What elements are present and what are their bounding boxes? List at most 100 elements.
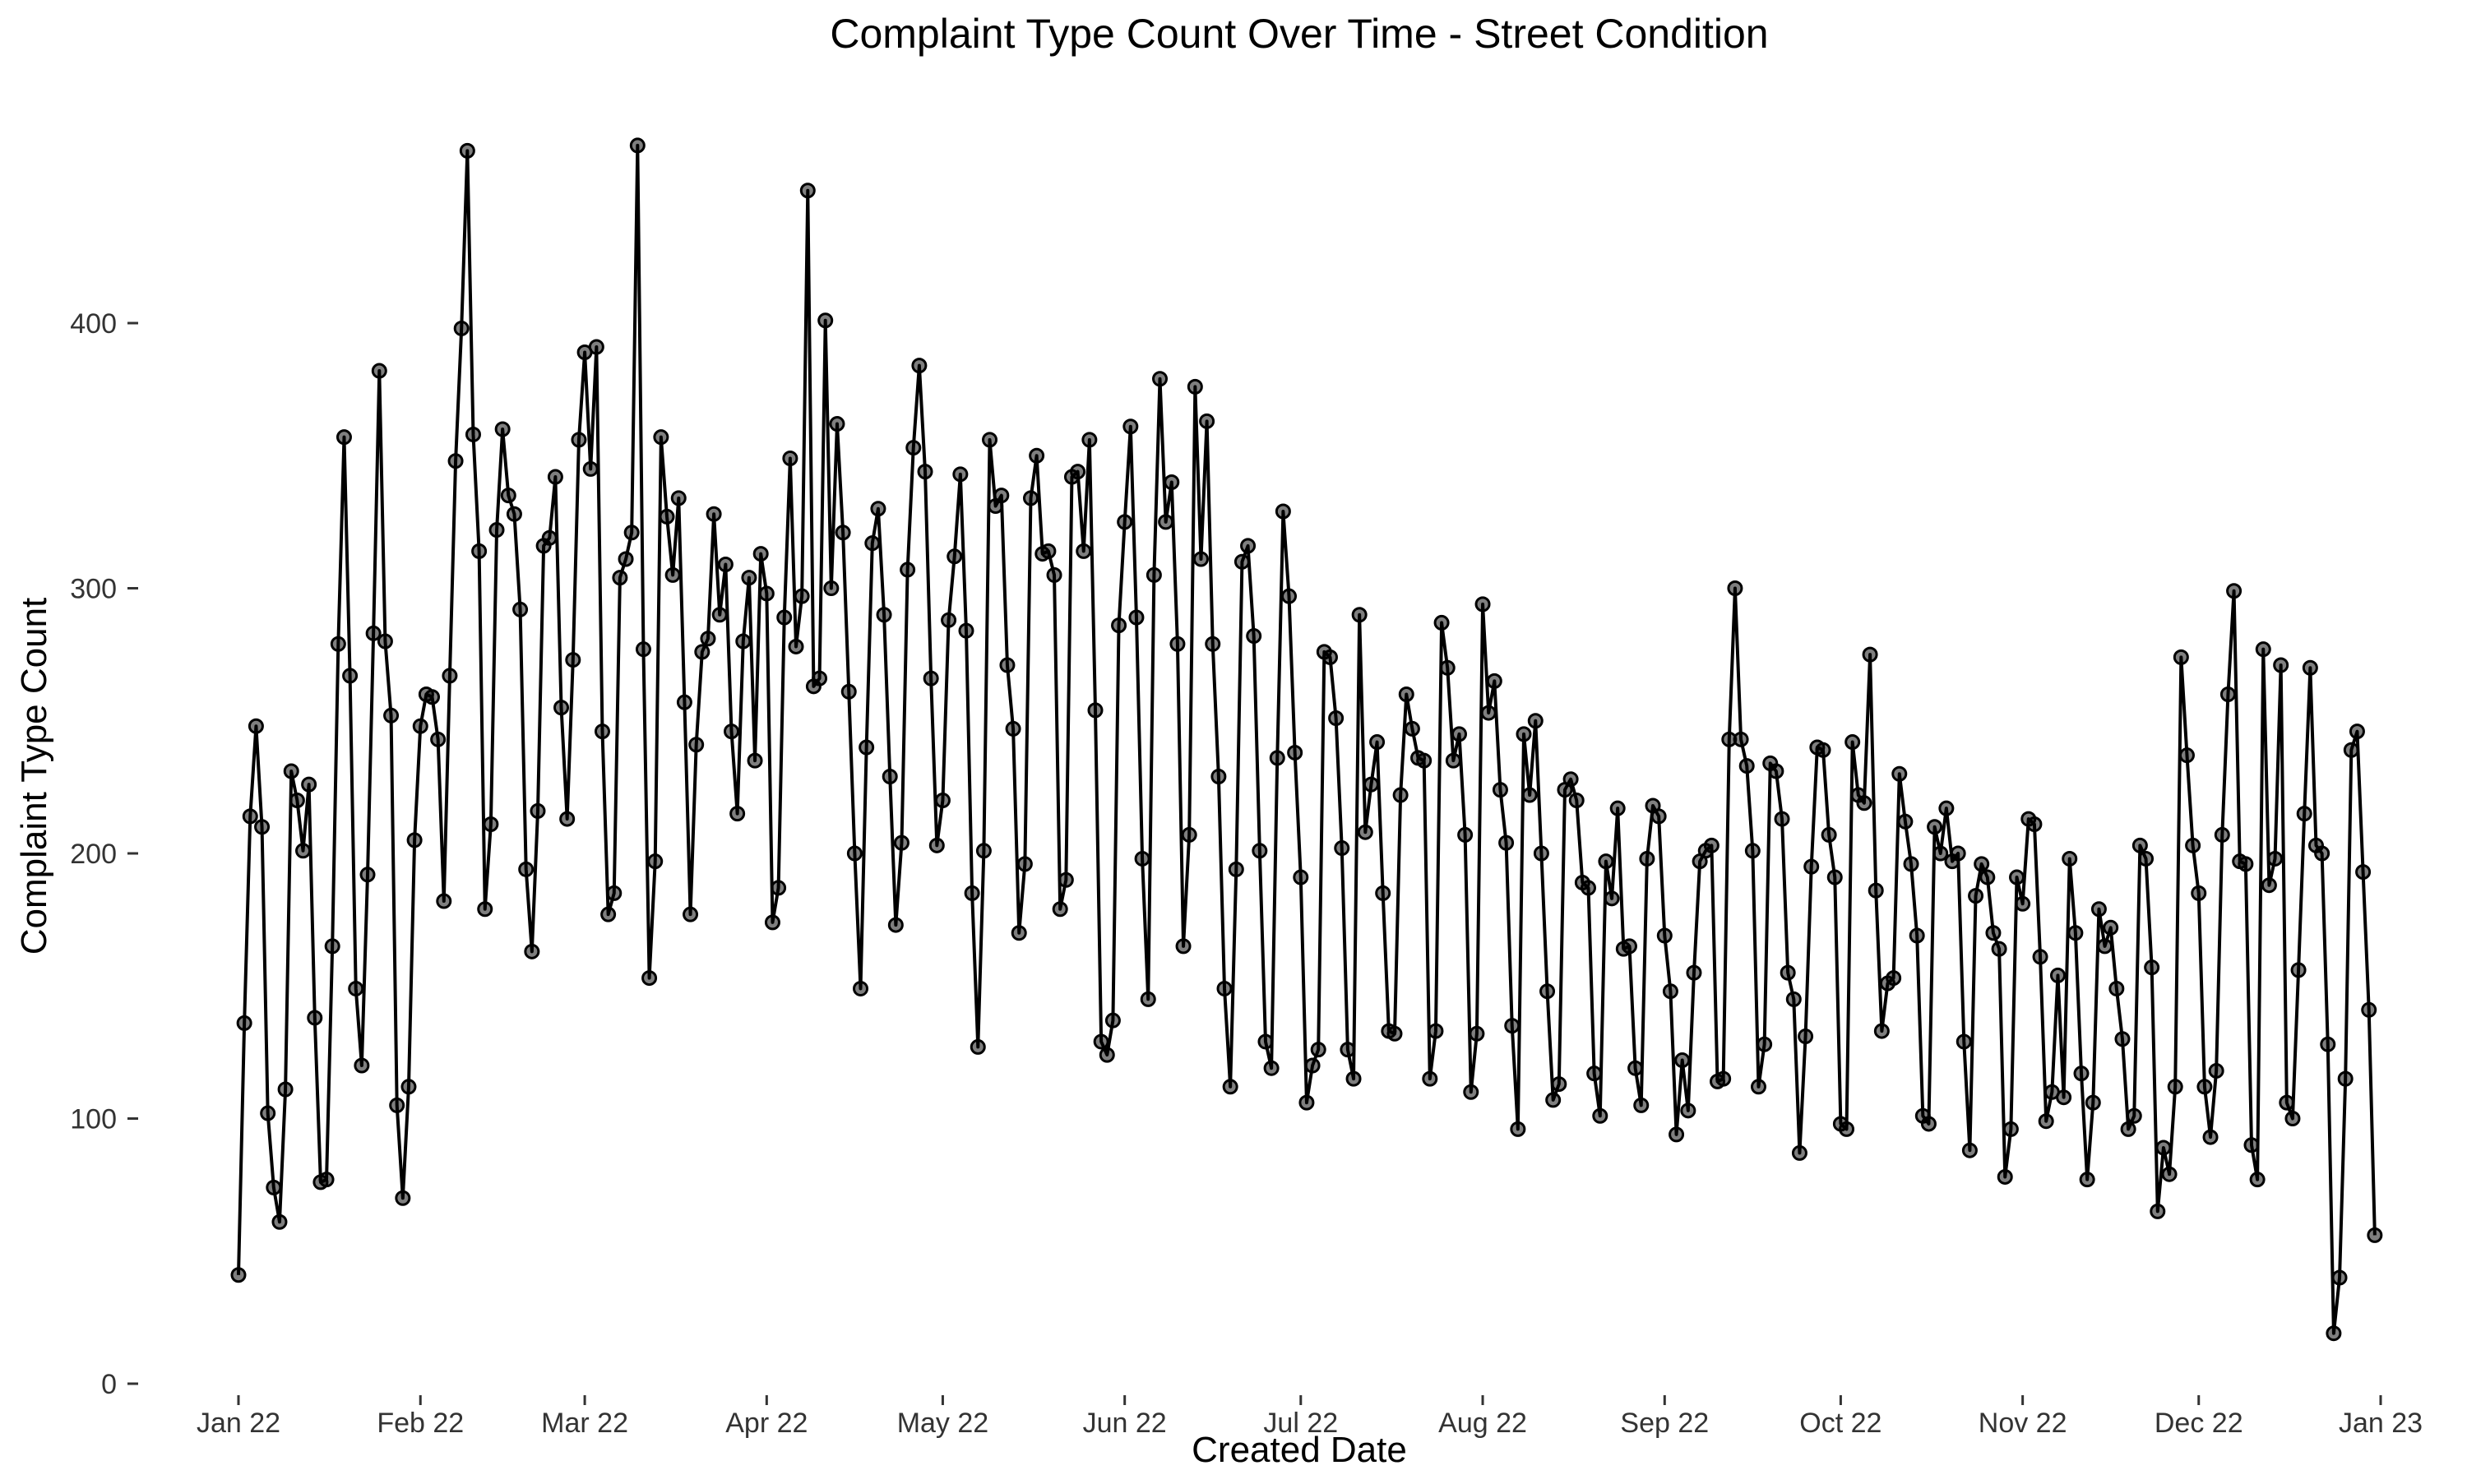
- data-point: [2219, 687, 2236, 702]
- data-point: [1345, 1070, 1362, 1087]
- data-point: [1445, 752, 1461, 769]
- data-point: [876, 607, 892, 623]
- data-point: [547, 469, 563, 485]
- x-tick-label: Jan 22: [197, 1408, 280, 1439]
- x-tick-label: Aug 22: [1438, 1408, 1527, 1439]
- data-point: [2090, 901, 2107, 918]
- data-point: [2196, 1079, 2213, 1095]
- data-point: [1351, 607, 1368, 623]
- data-point: [1598, 853, 1614, 870]
- data-point: [1398, 687, 1414, 702]
- data-point: [700, 631, 716, 647]
- data-point: [2062, 850, 2078, 867]
- data-point: [794, 588, 810, 604]
- data-point: [934, 793, 951, 808]
- data-point: [2167, 1079, 2183, 1095]
- data-point: [1826, 869, 1843, 885]
- data-point: [1404, 720, 1420, 737]
- data-point: [2367, 1227, 2383, 1243]
- data-point: [2009, 869, 2025, 885]
- data-point: [1674, 1052, 1691, 1069]
- data-point: [530, 802, 546, 819]
- data-point: [266, 1179, 282, 1195]
- data-point: [342, 668, 359, 684]
- data-point: [248, 718, 264, 734]
- data-point: [289, 793, 305, 808]
- data-point: [348, 980, 364, 996]
- data-point: [1551, 1076, 1567, 1093]
- data-point: [242, 808, 258, 825]
- data-point: [2202, 1129, 2219, 1145]
- data-point: [1662, 983, 1678, 1000]
- data-point: [459, 142, 475, 159]
- data-point: [1392, 787, 1409, 803]
- data-point: [747, 752, 763, 769]
- data-point: [741, 570, 757, 586]
- data-point: [846, 845, 863, 862]
- data-point: [295, 843, 312, 859]
- data-point: [752, 546, 769, 562]
- data-point: [359, 867, 376, 883]
- data-point: [1428, 1023, 1444, 1039]
- data-point: [254, 819, 271, 835]
- data-point: [1527, 713, 1544, 729]
- data-point: [812, 670, 828, 687]
- y-tick-label: 200: [70, 839, 117, 870]
- data-point: [1750, 1079, 1766, 1095]
- data-point: [1175, 938, 1192, 955]
- data-point: [1128, 609, 1145, 626]
- data-point: [1733, 731, 1749, 747]
- data-point: [600, 906, 617, 922]
- data-point: [2343, 742, 2359, 758]
- data-point: [2114, 1031, 2131, 1047]
- data-point: [406, 832, 423, 848]
- data-point: [1433, 614, 1450, 631]
- data-point: [1386, 1025, 1403, 1042]
- data-point: [1439, 659, 1456, 676]
- data-point: [1504, 1018, 1520, 1034]
- data-point: [1210, 768, 1227, 784]
- data-point: [887, 917, 904, 933]
- data-point: [2155, 1140, 2172, 1156]
- data-point: [436, 893, 452, 909]
- data-point: [1985, 925, 2002, 941]
- data-point: [1492, 782, 1508, 798]
- data-point: [1416, 752, 1433, 769]
- data-point: [2349, 724, 2365, 740]
- data-point: [1222, 1079, 1238, 1095]
- data-point: [1897, 813, 1914, 830]
- data-point: [864, 535, 881, 552]
- data-point: [1909, 927, 1925, 944]
- data-point: [618, 551, 634, 567]
- data-point: [1281, 588, 1298, 604]
- data-point: [260, 1105, 276, 1121]
- x-tick-label: May 22: [897, 1408, 989, 1439]
- data-point: [1040, 543, 1057, 559]
- data-point: [2015, 895, 2031, 912]
- data-point: [1058, 871, 1074, 888]
- data-point: [354, 1057, 370, 1074]
- data-point: [2255, 641, 2271, 658]
- data-point: [1192, 551, 1209, 567]
- data-point: [1046, 566, 1062, 583]
- data-point: [2097, 938, 2113, 955]
- data-point: [1844, 734, 1861, 751]
- data-point: [2302, 659, 2318, 676]
- data-point: [2238, 856, 2254, 872]
- y-tick-label: 300: [70, 574, 117, 605]
- data-point: [424, 689, 441, 705]
- data-point: [2361, 1001, 2377, 1018]
- data-point: [471, 543, 488, 559]
- data-point: [2038, 1113, 2054, 1130]
- data-point: [1562, 771, 1579, 788]
- data-point: [724, 724, 740, 740]
- x-tick-label: Nov 22: [1979, 1408, 2067, 1439]
- data-point: [859, 739, 875, 756]
- data-point: [970, 1038, 986, 1055]
- data-point: [964, 885, 980, 901]
- data-point: [2296, 806, 2312, 822]
- data-point: [1122, 418, 1139, 435]
- data-point: [1979, 869, 1996, 885]
- data-point: [1293, 869, 1309, 885]
- data-point: [2085, 1094, 2101, 1111]
